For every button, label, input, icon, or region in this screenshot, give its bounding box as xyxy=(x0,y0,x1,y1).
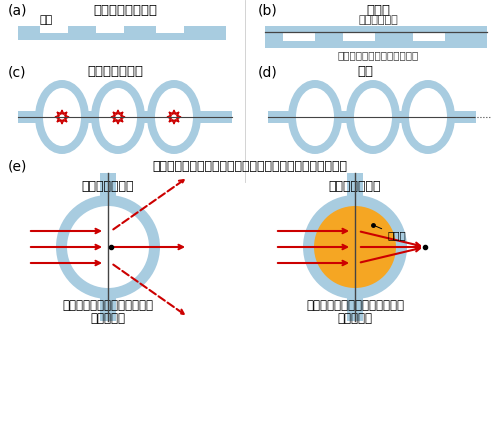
Bar xyxy=(347,293,363,321)
Bar xyxy=(141,111,151,123)
Bar xyxy=(40,26,68,33)
Ellipse shape xyxy=(288,80,342,154)
Bar xyxy=(85,111,95,123)
Text: (a): (a) xyxy=(8,4,28,18)
Bar xyxy=(197,111,232,123)
Text: 充填液が入った場合は凸レンズ: 充填液が入った場合は凸レンズ xyxy=(306,299,404,312)
Ellipse shape xyxy=(56,195,160,299)
Bar xyxy=(96,26,124,33)
Bar xyxy=(283,33,315,41)
Bar xyxy=(413,33,445,41)
Bar xyxy=(156,26,184,33)
Ellipse shape xyxy=(296,88,334,146)
Text: (b): (b) xyxy=(258,4,278,18)
Text: 微小な稼みの作製: 微小な稼みの作製 xyxy=(93,4,157,17)
Ellipse shape xyxy=(99,88,137,146)
Bar xyxy=(268,111,292,123)
Bar xyxy=(265,26,487,32)
Text: 充填液: 充填液 xyxy=(376,226,406,240)
Ellipse shape xyxy=(91,80,145,154)
Bar xyxy=(343,33,375,41)
Text: 充填液「なし」: 充填液「なし」 xyxy=(82,180,134,193)
Text: 空洞のドーム構造は凸レンズ: 空洞のドーム構造は凸レンズ xyxy=(62,299,154,312)
Text: 加炱・真空引き: 加炱・真空引き xyxy=(87,65,143,78)
Bar xyxy=(396,111,405,123)
Bar xyxy=(265,33,487,48)
Ellipse shape xyxy=(346,80,400,154)
Text: (d): (d) xyxy=(258,65,278,79)
Ellipse shape xyxy=(314,206,396,288)
Bar xyxy=(100,173,116,201)
Text: 仅接合: 仅接合 xyxy=(366,4,390,17)
Bar xyxy=(18,26,226,40)
Bar xyxy=(338,111,350,123)
Text: 微細加工を施した基板ガラス: 微細加工を施した基板ガラス xyxy=(338,50,418,60)
Ellipse shape xyxy=(409,88,447,146)
Ellipse shape xyxy=(155,88,193,146)
Text: として機能: として機能 xyxy=(338,312,372,325)
Text: (e): (e) xyxy=(8,160,28,174)
Bar xyxy=(18,111,39,123)
Bar xyxy=(347,173,363,201)
Ellipse shape xyxy=(354,88,392,146)
Text: カバーガラス: カバーガラス xyxy=(358,15,398,25)
Ellipse shape xyxy=(401,80,455,154)
Ellipse shape xyxy=(35,80,89,154)
Text: 充填液「あり」と「なし」の場合の光学特性・レンズ原理: 充填液「あり」と「なし」の場合の光学特性・レンズ原理 xyxy=(152,160,348,173)
Text: 充填液「あり」: 充填液「あり」 xyxy=(329,180,382,193)
Bar xyxy=(100,293,116,321)
Ellipse shape xyxy=(303,195,407,299)
Ellipse shape xyxy=(43,88,81,146)
Ellipse shape xyxy=(147,80,201,154)
Text: 冷却: 冷却 xyxy=(357,65,373,78)
Ellipse shape xyxy=(67,206,149,288)
Text: 稼み: 稼み xyxy=(40,15,53,25)
Bar xyxy=(451,111,476,123)
Text: として機能: として機能 xyxy=(90,312,126,325)
Text: (c): (c) xyxy=(8,65,26,79)
